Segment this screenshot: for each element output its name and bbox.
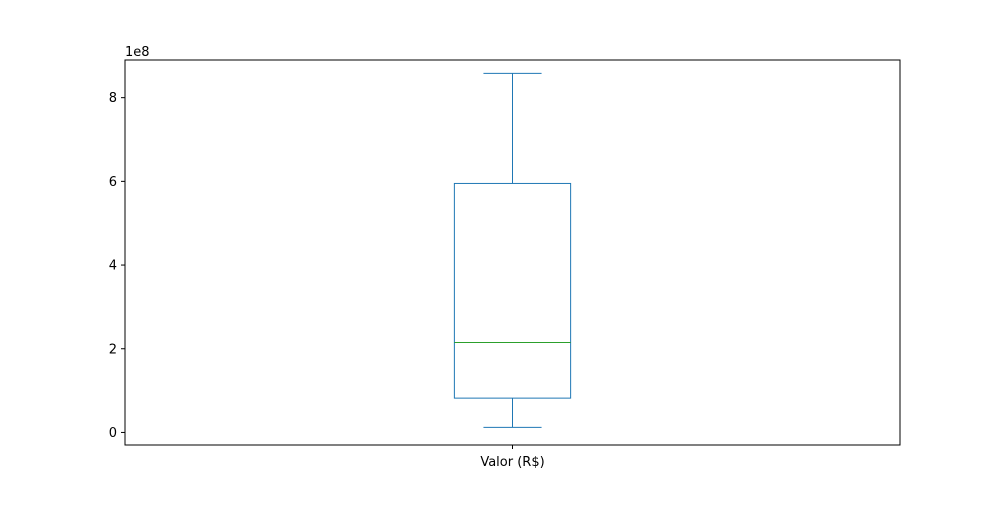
x-axis: Valor (R$) [480,445,545,470]
x-tick-label: Valor (R$) [480,455,544,470]
y-tick-label: 4 [109,259,117,274]
y-axis-exponent-label: 1e8 [125,45,150,60]
y-tick-label: 8 [109,91,117,106]
plot-area [453,72,572,428]
interquartile-box [453,182,572,399]
y-tick-label: 6 [109,175,117,190]
y-axis: 0 2 4 6 8 [109,91,125,441]
y-tick-label: 2 [109,342,117,357]
y-tick-label: 0 [109,426,117,441]
